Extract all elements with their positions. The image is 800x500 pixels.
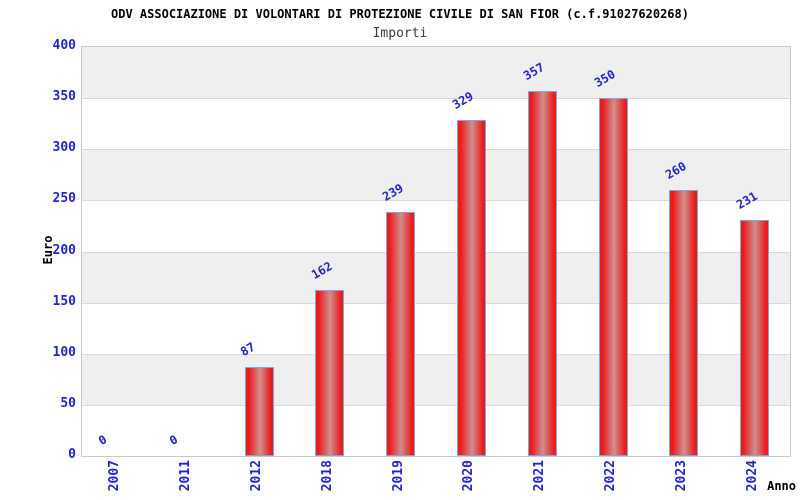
- x-tick-label-2021: 2021: [532, 460, 548, 492]
- bar-2023: [669, 190, 699, 456]
- y-tick-label: 350: [52, 89, 76, 105]
- gridline: [82, 149, 790, 151]
- y-tick-label: 250: [52, 191, 76, 207]
- gridline: [82, 200, 790, 202]
- gridline: [82, 404, 790, 406]
- bar-2022: [598, 98, 628, 456]
- x-tick-label-2007: 2007: [107, 460, 123, 492]
- bar-2021: [527, 91, 557, 456]
- bar-2020: [456, 120, 486, 456]
- x-tick-label-2020: 2020: [461, 460, 477, 492]
- plot-area: [81, 46, 791, 457]
- y-tick-label: 50: [60, 395, 76, 411]
- bar-2019: [386, 212, 416, 456]
- chart-subtitle: Importi: [372, 26, 428, 41]
- x-axis-label: Anno: [767, 479, 796, 493]
- bar-2018: [315, 290, 345, 456]
- y-tick-label: 200: [52, 242, 76, 258]
- gridline: [82, 251, 790, 253]
- x-tick-label-2022: 2022: [603, 460, 618, 492]
- chart-title: ODV ASSOCIAZIONE DI VOLONTARI DI PROTEZI…: [111, 7, 689, 21]
- y-tick-label: 150: [52, 293, 76, 309]
- x-tick-label-2019: 2019: [390, 460, 406, 492]
- y-tick-label: 400: [52, 38, 76, 53]
- y-tick-label: 0: [68, 447, 76, 462]
- y-tick-label: 100: [52, 344, 76, 360]
- x-tick-label-2011: 2011: [178, 460, 194, 492]
- x-tick-label-2012: 2012: [249, 460, 264, 492]
- x-tick-label-2018: 2018: [319, 460, 335, 492]
- y-tick-label: 300: [52, 140, 76, 156]
- gridline: [82, 353, 790, 355]
- gridline: [82, 98, 790, 100]
- plot-band: [82, 98, 790, 150]
- gridline: [82, 302, 790, 304]
- x-tick-label-2024: 2024: [744, 460, 760, 492]
- bar-2012: [244, 367, 274, 456]
- bar-2024: [740, 220, 770, 456]
- plot-band: [82, 47, 790, 99]
- x-tick-label-2023: 2023: [673, 460, 689, 492]
